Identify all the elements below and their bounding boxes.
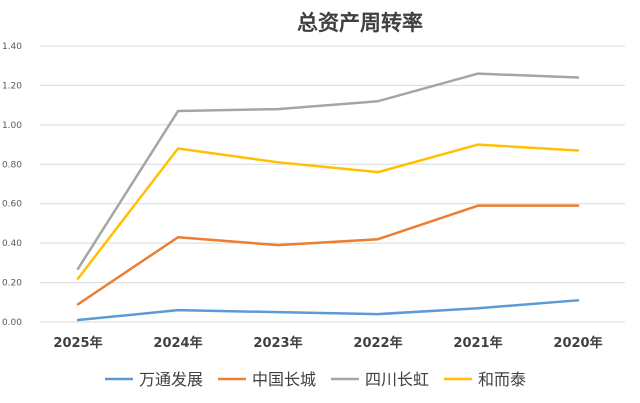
y-tick-label: 0.60 xyxy=(2,200,22,210)
legend-label: 万通发展 xyxy=(139,370,203,389)
x-tick-label: 2024年 xyxy=(153,335,202,351)
legend-label: 和而泰 xyxy=(478,370,526,389)
y-tick-label: 0.20 xyxy=(2,279,22,289)
chart-title: 总资产周转率 xyxy=(297,11,423,35)
y-tick-label: 1.40 xyxy=(2,42,22,52)
legend-label: 四川长虹 xyxy=(365,370,429,389)
gridlines xyxy=(40,45,625,323)
series-line-和而泰 xyxy=(76,143,580,280)
legend: 万通发展 中国长城 四川长虹 和而泰 xyxy=(105,370,526,389)
x-tick-label: 2021年 xyxy=(453,335,502,351)
series-lines xyxy=(76,72,580,322)
y-tick-label: 1.00 xyxy=(2,121,22,131)
x-axis-ticks: 2025年 2024年 2023年 2022年 2021年 2020年 xyxy=(53,335,602,351)
series-line-万通发展 xyxy=(76,299,580,322)
y-axis-ticks: 0.00 0.20 0.40 0.60 0.80 1.00 1.20 1.40 xyxy=(2,42,22,328)
x-tick-label: 2023年 xyxy=(253,335,302,351)
x-tick-label: 2025年 xyxy=(53,335,102,351)
x-tick-label: 2022年 xyxy=(353,335,402,351)
series-line-四川长虹 xyxy=(76,72,580,271)
y-tick-label: 0.80 xyxy=(2,160,22,170)
series-line-中国长城 xyxy=(76,204,580,306)
x-tick-label: 2020年 xyxy=(553,335,602,351)
y-tick-label: 1.20 xyxy=(2,81,22,91)
y-tick-label: 0.40 xyxy=(2,239,22,249)
legend-label: 中国长城 xyxy=(252,370,316,389)
y-tick-label: 0.00 xyxy=(2,318,22,328)
